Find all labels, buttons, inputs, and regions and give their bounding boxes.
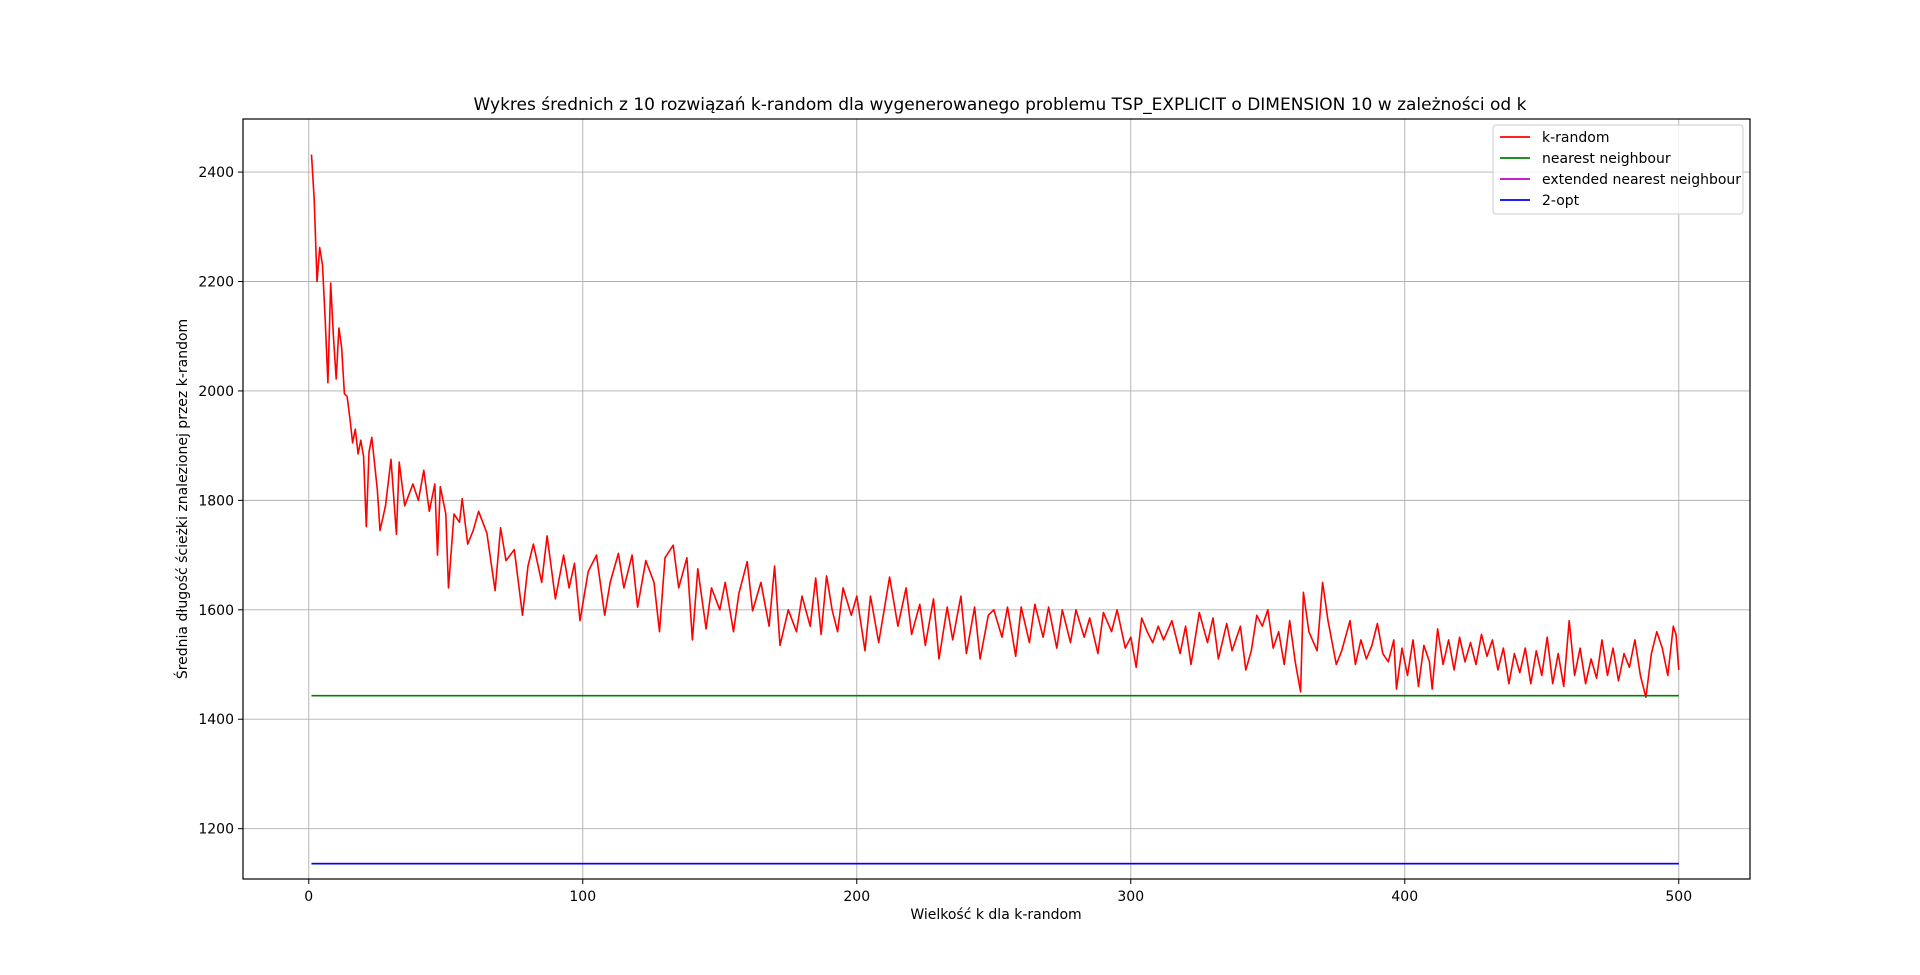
series-line-k-random [310, 154, 1680, 699]
legend-label-k-random: k-random [1542, 130, 1609, 146]
legend-entries: k-random nearest neighbour extended neares… [1500, 130, 1741, 209]
y-tick-label: 1800 [198, 493, 234, 509]
legend: k-random nearest neighbour extended neares… [1492, 124, 1744, 215]
x-tick-label: 200 [843, 889, 870, 905]
y-axis-label: Średnia długość ścieżki znalezionej prze… [173, 319, 191, 679]
legend-label-nearest-neighbour: nearest neighbour [1542, 151, 1671, 167]
x-axis-label: Wielkość k dla k-random [910, 907, 1081, 923]
y-tick-label: 1400 [198, 712, 234, 728]
plot-frame [242, 118, 1751, 880]
x-tick-label: 0 [304, 889, 313, 905]
x-tick-label: 300 [1117, 889, 1144, 905]
y-axis-ticks: 1200 1400 1600 1800 2000 2200 2400 [198, 165, 243, 838]
grid [243, 119, 1750, 879]
x-tick-label: 400 [1391, 889, 1418, 905]
legend-box [1492, 124, 1744, 215]
y-tick-label: 2400 [198, 165, 234, 181]
y-tick-label: 2000 [198, 384, 234, 400]
series-layer [310, 154, 1680, 865]
y-tick-label: 1200 [198, 822, 234, 838]
y-tick-label: 1600 [198, 603, 234, 619]
chart-title: Wykres średnich z 10 rozwiązań k-random … [474, 95, 1527, 115]
legend-label-extended-nearest-neighbour: extended nearest neighbour [1542, 172, 1741, 188]
x-axis-ticks: 0 100 200 300 400 500 [304, 879, 1692, 905]
y-tick-label: 2200 [198, 275, 234, 291]
x-tick-label: 100 [569, 889, 596, 905]
legend-label-2-opt: 2-opt [1542, 193, 1580, 209]
x-tick-label: 500 [1665, 889, 1692, 905]
